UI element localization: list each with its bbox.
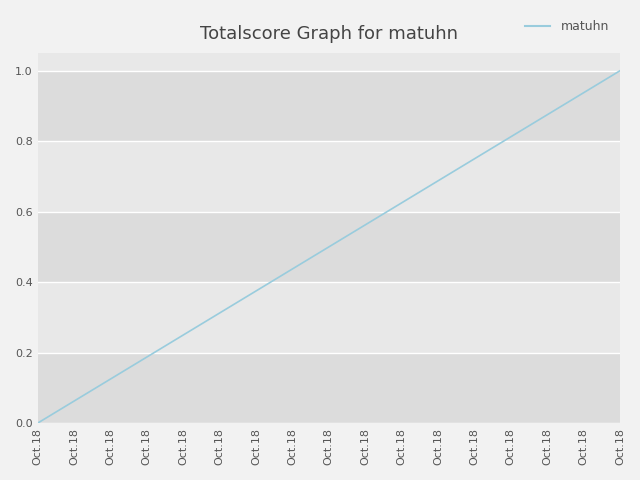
- matuhn: [398, 200, 406, 206]
- Legend: matuhn: matuhn: [520, 15, 614, 38]
- matuhn: [179, 332, 187, 338]
- Bar: [38, 141, 620, 212]
- matuhn: [143, 354, 150, 360]
- Bar: [38, 282, 620, 353]
- matuhn: [70, 398, 78, 404]
- matuhn: [434, 178, 442, 184]
- matuhn: [543, 112, 551, 118]
- Bar: [38, 53, 620, 71]
- matuhn: [252, 288, 260, 294]
- matuhn: [216, 310, 223, 316]
- matuhn: [107, 376, 115, 382]
- matuhn: [34, 420, 42, 426]
- matuhn: [289, 266, 296, 272]
- Bar: [38, 71, 620, 141]
- matuhn: [616, 68, 624, 73]
- matuhn: [507, 134, 515, 140]
- matuhn: [470, 156, 478, 162]
- Title: Totalscore Graph for matuhn: Totalscore Graph for matuhn: [200, 25, 458, 43]
- matuhn: [580, 90, 588, 96]
- Bar: [38, 353, 620, 423]
- matuhn: [362, 222, 369, 228]
- Line: matuhn: matuhn: [38, 71, 620, 423]
- matuhn: [325, 244, 333, 250]
- Bar: [38, 212, 620, 282]
